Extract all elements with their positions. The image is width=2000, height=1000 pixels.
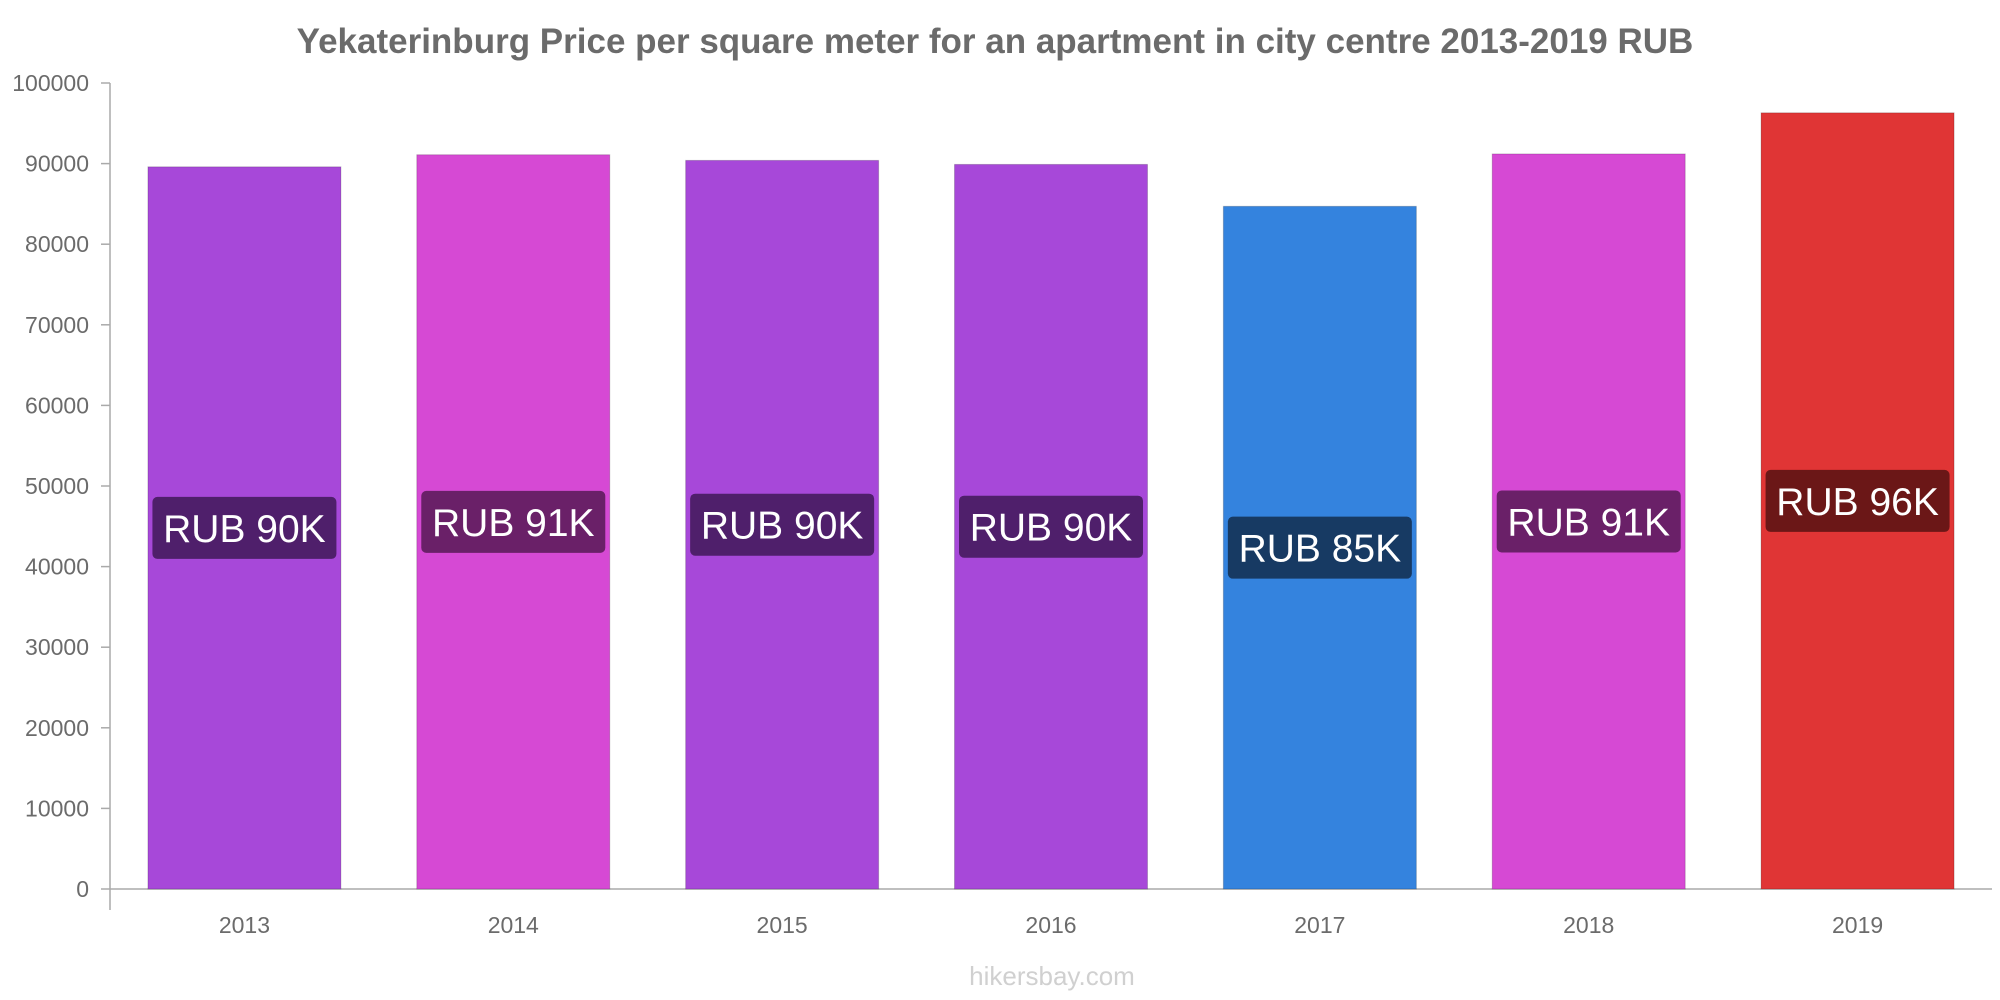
y-tick-label: 80000 — [25, 231, 89, 257]
data-label: RUB 90K — [163, 508, 326, 551]
x-tick-label: 2013 — [219, 912, 270, 938]
y-tick-label: 70000 — [25, 312, 89, 338]
y-tick-label: 100000 — [12, 70, 89, 96]
x-tick-label: 2018 — [1563, 912, 1614, 938]
data-label-box — [690, 493, 875, 556]
data-label: RUB 91K — [1507, 501, 1670, 544]
data-label: RUB 85K — [1239, 528, 1402, 571]
x-axis: 2013 2014 2015 2016 2017 2018 2019 — [110, 888, 1992, 938]
y-tick-label: 50000 — [25, 473, 89, 499]
y-tick-label: 60000 — [25, 392, 89, 418]
watermark: hikersbay.com — [969, 961, 1135, 991]
y-tick-label: 0 — [76, 876, 89, 902]
y-axis: 0 10000 20000 30000 40000 50000 60000 70000 8000… — [12, 70, 111, 910]
x-tick-label: 2015 — [757, 912, 808, 938]
data-label: RUB 96K — [1776, 481, 1939, 524]
chart-title: Yekaterinburg Price per square meter for… — [297, 22, 1694, 61]
data-label-box — [959, 495, 1143, 558]
x-tick-label: 2017 — [1294, 912, 1345, 938]
data-label-box — [1496, 490, 1681, 553]
y-tick-label: 20000 — [25, 715, 89, 741]
data-label: RUB 90K — [970, 507, 1133, 550]
y-tick-label: 40000 — [25, 554, 89, 580]
x-tick-label: 2016 — [1025, 912, 1076, 938]
data-label-box — [421, 490, 606, 553]
data-label-box — [1765, 469, 1950, 532]
data-label-box — [1227, 516, 1412, 579]
y-tick-label: 30000 — [25, 634, 89, 660]
x-tick-label: 2019 — [1832, 912, 1883, 938]
y-tick-label: 10000 — [25, 795, 89, 821]
data-labels-group: RUB 90K RUB 91K RUB 90K RUB 90K RUB 85K RUB 9… — [152, 469, 1950, 579]
x-tick-label: 2014 — [488, 912, 539, 938]
data-label-box — [152, 496, 337, 559]
data-label: RUB 91K — [432, 502, 595, 545]
y-tick-label: 90000 — [25, 151, 89, 177]
data-label: RUB 90K — [701, 505, 864, 548]
